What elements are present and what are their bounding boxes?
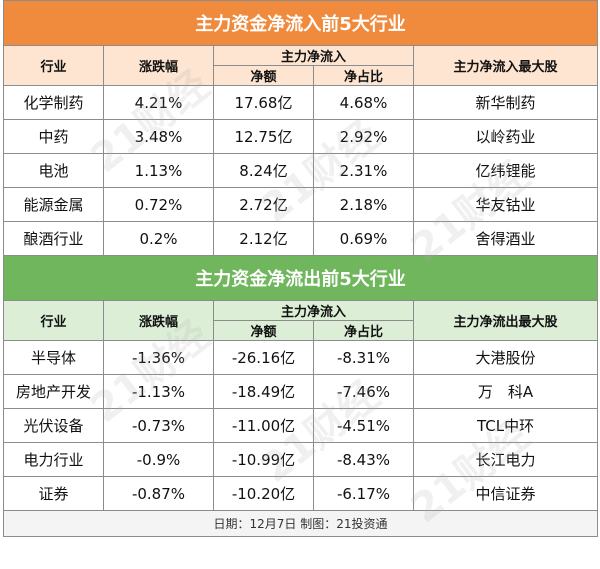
outflow-header-row-1: 行业 涨跌幅 主力净流入 主力净流出最大股 xyxy=(3,300,599,341)
footer-row: 日期：12月7日 制图：21投资通 xyxy=(2,510,599,537)
change-cell: 0.72% xyxy=(103,187,214,222)
industry-cell: 中药 xyxy=(3,119,104,154)
inflow-header-net-flow: 主力净流入 xyxy=(213,45,414,66)
outflow-header-net-flow: 主力净流入 xyxy=(213,300,414,321)
inflow-header-change: 涨跌幅 xyxy=(103,45,214,86)
ratio-cell: -6.17% xyxy=(313,476,414,511)
change-cell: -0.9% xyxy=(103,442,214,477)
ratio-cell: -7.46% xyxy=(313,374,414,409)
inflow-header-top-stock: 主力净流入最大股 xyxy=(412,45,599,86)
amount-cell: 17.68亿 xyxy=(213,85,314,120)
amount-cell: 8.24亿 xyxy=(213,153,314,188)
stock-cell: 华友钴业 xyxy=(412,187,599,222)
inflow-banner-row: 主力资金净流入前5大行业 xyxy=(2,0,599,46)
footer-credit: 日期：12月7日 制图：21投资通 xyxy=(2,510,599,537)
stock-cell: 以岭药业 xyxy=(412,119,599,154)
table-row: 证券 -0.87% -10.20亿 -6.17% 中信证券 xyxy=(3,476,599,511)
amount-cell: -10.99亿 xyxy=(213,442,314,477)
ratio-cell: -8.43% xyxy=(313,442,414,477)
inflow-header-net-amount: 净额 xyxy=(213,65,314,86)
amount-cell: 2.12亿 xyxy=(213,221,314,256)
amount-cell: 12.75亿 xyxy=(213,119,314,154)
table-row: 光伏设备 -0.73% -11.00亿 -4.51% TCL中环 xyxy=(3,408,599,443)
table-row: 化学制药 4.21% 17.68亿 4.68% 新华制药 xyxy=(3,85,599,120)
change-cell: -0.73% xyxy=(103,408,214,443)
change-cell: 1.13% xyxy=(103,153,214,188)
stock-cell: 中信证券 xyxy=(412,476,599,511)
outflow-header-change: 涨跌幅 xyxy=(103,300,214,341)
table-row: 电池 1.13% 8.24亿 2.31% 亿纬锂能 xyxy=(3,153,599,188)
table-row: 电力行业 -0.9% -10.99亿 -8.43% 长江电力 xyxy=(3,442,599,477)
stock-cell: 亿纬锂能 xyxy=(412,153,599,188)
inflow-header-row-1: 行业 涨跌幅 主力净流入 主力净流入最大股 xyxy=(3,45,599,86)
table-row: 能源金属 0.72% 2.72亿 2.18% 华友钴业 xyxy=(3,187,599,222)
industry-cell: 电力行业 xyxy=(3,442,104,477)
ratio-cell: -4.51% xyxy=(313,408,414,443)
amount-cell: -18.49亿 xyxy=(213,374,314,409)
stock-cell: 万 科A xyxy=(412,374,599,409)
inflow-header-industry: 行业 xyxy=(3,45,104,86)
ratio-cell: 0.69% xyxy=(313,221,414,256)
industry-cell: 酿酒行业 xyxy=(3,221,104,256)
change-cell: -1.36% xyxy=(103,340,214,375)
ratio-cell: 2.92% xyxy=(313,119,414,154)
industry-cell: 证券 xyxy=(3,476,104,511)
amount-cell: -10.20亿 xyxy=(213,476,314,511)
flow-table: 主力资金净流入前5大行业 行业 涨跌幅 主力净流入 主力净流入最大股 净额 净占… xyxy=(2,0,599,537)
table-row: 房地产开发 -1.13% -18.49亿 -7.46% 万 科A xyxy=(3,374,599,409)
stock-cell: 舍得酒业 xyxy=(412,221,599,256)
stock-cell: 大港股份 xyxy=(412,340,599,375)
amount-cell: 2.72亿 xyxy=(213,187,314,222)
industry-cell: 光伏设备 xyxy=(3,408,104,443)
ratio-cell: 2.31% xyxy=(313,153,414,188)
outflow-header-net-amount: 净额 xyxy=(213,320,314,341)
change-cell: 3.48% xyxy=(103,119,214,154)
industry-cell: 能源金属 xyxy=(3,187,104,222)
table-row: 中药 3.48% 12.75亿 2.92% 以岭药业 xyxy=(3,119,599,154)
inflow-header-net-ratio: 净占比 xyxy=(313,65,414,86)
stock-cell: 长江电力 xyxy=(412,442,599,477)
industry-cell: 化学制药 xyxy=(3,85,104,120)
outflow-banner-row: 主力资金净流出前5大行业 xyxy=(2,255,599,301)
stock-cell: TCL中环 xyxy=(412,408,599,443)
ratio-cell: 2.18% xyxy=(313,187,414,222)
outflow-header-net-ratio: 净占比 xyxy=(313,320,414,341)
change-cell: 4.21% xyxy=(103,85,214,120)
change-cell: 0.2% xyxy=(103,221,214,256)
outflow-header-top-stock: 主力净流出最大股 xyxy=(412,300,599,341)
ratio-cell: 4.68% xyxy=(313,85,414,120)
amount-cell: -26.16亿 xyxy=(213,340,314,375)
ratio-cell: -8.31% xyxy=(313,340,414,375)
change-cell: -0.87% xyxy=(103,476,214,511)
outflow-header-industry: 行业 xyxy=(3,300,104,341)
table-row: 半导体 -1.36% -26.16亿 -8.31% 大港股份 xyxy=(3,340,599,375)
stock-cell: 新华制药 xyxy=(412,85,599,120)
industry-cell: 半导体 xyxy=(3,340,104,375)
outflow-title: 主力资金净流出前5大行业 xyxy=(2,255,599,301)
table-row: 酿酒行业 0.2% 2.12亿 0.69% 舍得酒业 xyxy=(3,221,599,256)
amount-cell: -11.00亿 xyxy=(213,408,314,443)
change-cell: -1.13% xyxy=(103,374,214,409)
industry-cell: 房地产开发 xyxy=(3,374,104,409)
inflow-title: 主力资金净流入前5大行业 xyxy=(2,0,599,46)
industry-cell: 电池 xyxy=(3,153,104,188)
